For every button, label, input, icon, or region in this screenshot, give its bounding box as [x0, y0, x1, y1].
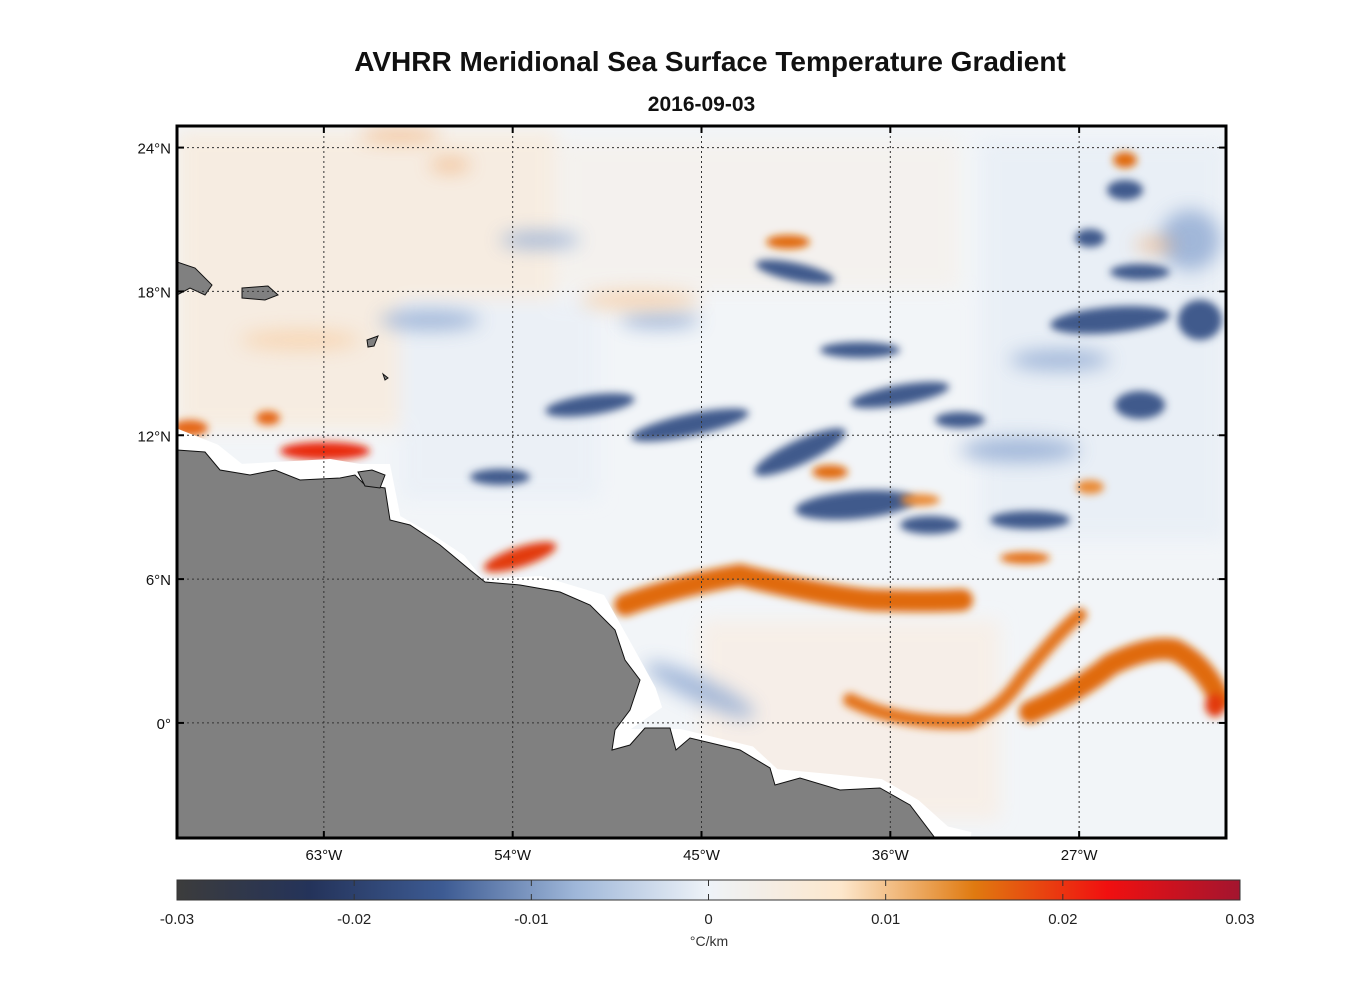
island-guadeloupe [366, 335, 379, 348]
colorbar-unit-label: °C/km [689, 933, 729, 949]
lat-tick-label: 0° [157, 716, 171, 733]
colorbar-tick-label: -0.03 [160, 911, 194, 928]
colorbar-tick-label: 0 [704, 911, 712, 928]
axis-ticks: 24°N 18°N 12°N 6°N 0° 63°W 54°W 45°W 36°W 27°W [137, 126, 1226, 864]
lat-tick-label: 6°N [146, 572, 171, 589]
sst-field [177, 126, 1226, 838]
colorbar-tick-label: 0.03 [1225, 911, 1254, 928]
colorbar-tick-label: 0.01 [871, 911, 900, 928]
lat-tick-label: 18°N [137, 284, 171, 301]
colorbar-ticks: -0.03 -0.02 -0.01 0 0.01 0.02 0.03 [160, 880, 1255, 928]
puerto-rico-land [241, 285, 279, 301]
lon-tick-label: 36°W [872, 847, 910, 864]
graticule [177, 126, 1226, 838]
hispaniola-land [177, 261, 213, 296]
colorbar-tick-label: 0.02 [1048, 911, 1077, 928]
island-martinique [381, 372, 389, 381]
lon-tick-label: 54°W [494, 847, 532, 864]
map-subtitle: 2016-09-03 [647, 93, 756, 116]
lat-tick-label: 12°N [137, 428, 171, 445]
lon-tick-label: 45°W [683, 847, 721, 864]
colorbar-tick-label: -0.01 [514, 911, 548, 928]
map-title: AVHRR Meridional Sea Surface Temperature… [354, 46, 1066, 77]
lat-tick-label: 24°N [137, 141, 171, 158]
south-america-land [177, 449, 936, 838]
negative-gradient-patches [380, 180, 1222, 718]
colorbar-tick-label: -0.02 [337, 911, 371, 928]
positive-gradient-patches [177, 129, 1226, 730]
lon-tick-label: 27°W [1061, 847, 1099, 864]
island-trinidad [357, 469, 386, 489]
lon-tick-label: 63°W [305, 847, 343, 864]
